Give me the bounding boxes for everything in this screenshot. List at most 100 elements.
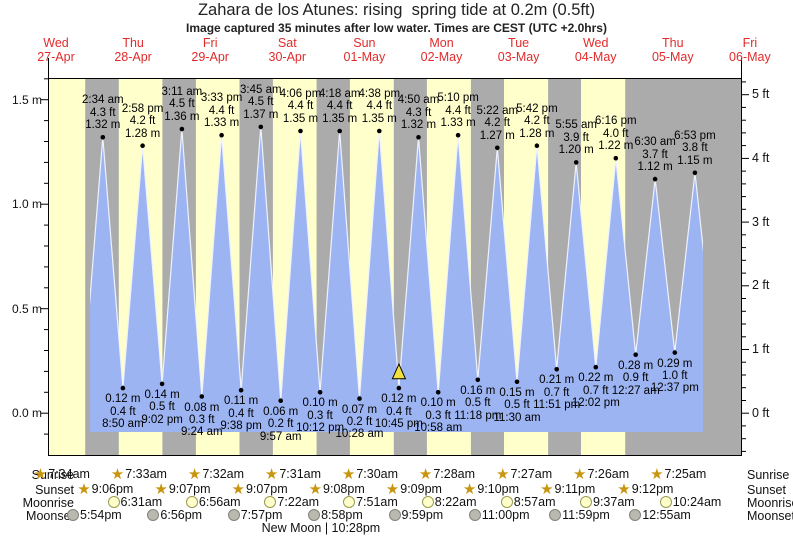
tide-label-line: 1.28 m bbox=[519, 127, 555, 140]
sunset-star-icon: ★ bbox=[462, 480, 477, 498]
moonset-entry: 7:57pm bbox=[227, 508, 283, 522]
tide-label-line: 1.22 m bbox=[598, 140, 634, 152]
high-tide-label: 4:38 pm 4.4 ft 1.35 m bbox=[359, 88, 401, 125]
tide-label-line: 12:37 pm bbox=[650, 382, 699, 395]
tide-label-line: 1.35 m bbox=[282, 112, 319, 125]
low-tide-label: 0.11 m 0.4 ft 9:38 pm bbox=[220, 395, 262, 432]
sunset-time: 9:09pm bbox=[400, 482, 442, 496]
plot-frame bbox=[48, 78, 742, 456]
tide-point-dot bbox=[593, 364, 599, 370]
tide-point-dot bbox=[672, 350, 678, 355]
tide-label-line: 9:38 pm bbox=[220, 420, 262, 432]
tide-label-line: 4.2 ft bbox=[484, 117, 511, 130]
day-label: Fri 29-Apr bbox=[191, 36, 229, 64]
low-tide-label: 0.12 m 0.4 ft 8:50 am bbox=[102, 393, 144, 430]
moonset-time: 12:55am bbox=[642, 508, 691, 522]
moonrise-circle-icon bbox=[343, 496, 356, 508]
low-tide-label: 0.15 m 0.5 ft 11:30 am bbox=[493, 387, 540, 424]
day-label: Thu 28-Apr bbox=[114, 36, 152, 64]
right-axis-label: 0 ft bbox=[752, 405, 770, 420]
sunset-entry: ★ 9:07pm bbox=[154, 482, 210, 497]
high-tide-label: 3:45 am 4.5 ft 1.37 m bbox=[240, 84, 282, 121]
moonset-entry: 9:59pm bbox=[388, 508, 443, 522]
right-axis-label: 2 ft bbox=[752, 278, 770, 293]
tide-label-line: 4:06 pm bbox=[279, 88, 322, 100]
tide-label-line: 5:42 pm bbox=[516, 102, 558, 115]
low-tide-label: 0.29 m 1.0 ft 12:37 pm bbox=[651, 358, 699, 395]
day-date: 29-Apr bbox=[191, 49, 229, 64]
tide-label-line: 0.5 ft bbox=[504, 399, 530, 412]
tide-label-line: 3.7 ft bbox=[642, 148, 668, 161]
sunrise-time: 7:31am bbox=[279, 467, 322, 481]
tide-point-dot bbox=[317, 390, 323, 395]
astro-label-left-moonrise: Moonrise bbox=[22, 496, 74, 510]
high-tide-label: 6:16 pm 4.0 ft 1.22 m bbox=[595, 115, 637, 152]
moonset-time: 11:00pm bbox=[481, 508, 530, 522]
sunrise-entry: ★ 7:31am bbox=[265, 467, 322, 482]
tide-label-line: 0.12 m bbox=[381, 393, 417, 406]
sunrise-star-icon: ★ bbox=[650, 465, 664, 483]
moonrise-time: 9:37am bbox=[593, 495, 635, 509]
sunrise-time: 7:33am bbox=[125, 467, 167, 481]
moonrise-circle-icon bbox=[500, 496, 513, 508]
high-tide-label: 5:10 pm 4.4 ft 1.33 m bbox=[437, 92, 479, 129]
tide-label-line: 5:55 am bbox=[555, 119, 597, 132]
tide-point-dot bbox=[258, 124, 264, 130]
tide-label-line: 4.4 ft bbox=[287, 100, 314, 113]
sunrise-star-icon: ★ bbox=[110, 465, 125, 483]
moonset-circle-icon bbox=[629, 509, 642, 521]
tide-label-line: 4:50 am bbox=[397, 94, 440, 107]
day-date: 28-Apr bbox=[114, 49, 152, 64]
moonset-entry: 11:00pm bbox=[468, 508, 530, 522]
astro-label-right-moonset: Moonset bbox=[747, 509, 793, 523]
tide-label-line: 0.14 m bbox=[144, 388, 180, 401]
moonset-circle-icon bbox=[468, 509, 481, 521]
high-tide-label: 3:11 am 4.5 ft 1.36 m bbox=[162, 86, 203, 123]
tide-point-dot bbox=[416, 135, 421, 140]
sunset-star-icon: ★ bbox=[540, 480, 554, 498]
tide-label-line: 4.3 ft bbox=[405, 106, 432, 119]
sunset-time: 9:07pm bbox=[245, 482, 288, 496]
day-date: 06-May bbox=[729, 49, 771, 64]
low-tide-label: 0.16 m 0.5 ft 11:18 pm bbox=[454, 385, 501, 422]
day-band bbox=[48, 78, 86, 456]
tide-label-line: 0.28 m bbox=[618, 359, 654, 372]
astro-label-right-sunrise: Sunrise bbox=[747, 468, 790, 482]
moonrise-circle-icon bbox=[185, 496, 198, 508]
tide-label-line: 11:18 pm bbox=[454, 409, 502, 422]
tide-label-line: 1.35 m bbox=[322, 112, 358, 125]
tide-label-line: 3.8 ft bbox=[682, 142, 708, 155]
sunset-star-icon: ★ bbox=[77, 480, 91, 498]
high-tide-label: 2:58 pm 4.2 ft 1.28 m bbox=[122, 103, 164, 140]
tide-label-line: 0.22 m bbox=[578, 372, 614, 385]
moonrise-entry: 7:51am bbox=[343, 495, 398, 509]
moonrise-time: 6:31am bbox=[120, 495, 163, 509]
tide-label-line: 0.4 ft bbox=[228, 407, 254, 420]
moonrise-time: 8:22am bbox=[434, 495, 477, 509]
day-label: Wed 27-Apr bbox=[37, 36, 75, 64]
tide-label-line: 4.4 ft bbox=[445, 104, 471, 117]
sunset-time: 9:12pm bbox=[631, 482, 674, 496]
sunrise-star-icon: ★ bbox=[187, 465, 202, 483]
moonrise-entry: 6:31am bbox=[107, 495, 163, 509]
day-date: 02-May bbox=[420, 49, 463, 64]
tide-label-line: 11:51 pm bbox=[533, 399, 581, 412]
low-tide-label: 0.21 m 0.7 ft 11:51 pm bbox=[533, 374, 580, 411]
high-tide-label: 5:55 am 3.9 ft 1.20 m bbox=[555, 119, 597, 156]
sunrise-time: 7:27am bbox=[510, 467, 553, 481]
moonset-time: 7:57pm bbox=[240, 508, 283, 522]
moonrise-entry: 7:22am bbox=[264, 495, 319, 509]
day-weekday: Sun bbox=[353, 36, 376, 50]
tide-point-dot bbox=[613, 155, 619, 161]
tide-label-line: 5:22 am bbox=[476, 104, 519, 117]
tide-point-dot bbox=[514, 379, 520, 385]
day-date: 03-May bbox=[497, 49, 540, 64]
sunrise-entry: ★ 7:34am bbox=[34, 467, 90, 482]
tide-point-dot bbox=[475, 377, 481, 383]
sunrise-time: 7:32am bbox=[202, 467, 245, 481]
moonrise-circle-icon bbox=[264, 496, 277, 508]
tide-point-dot bbox=[238, 387, 244, 393]
tide-label-line: 1.36 m bbox=[164, 110, 200, 123]
moonrise-time: 8:57am bbox=[513, 495, 556, 509]
day-weekday: Wed bbox=[582, 36, 609, 50]
